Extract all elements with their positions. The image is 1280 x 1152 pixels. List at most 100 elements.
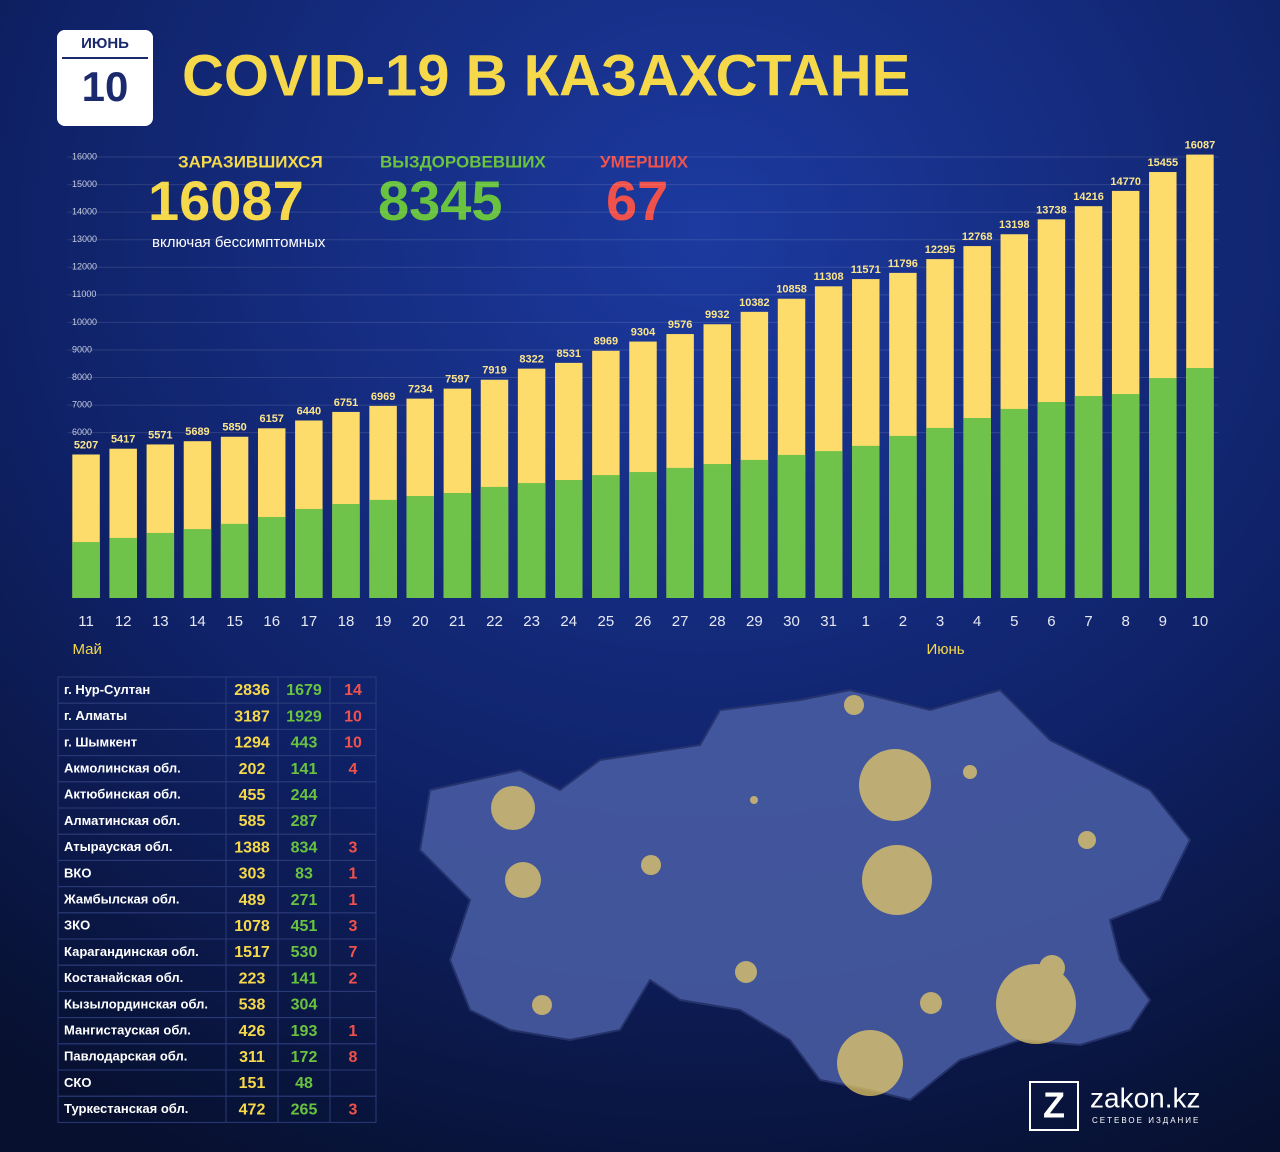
value-label: 13198 xyxy=(999,219,1030,231)
value-label: 9304 xyxy=(631,326,656,338)
region-value: 172 xyxy=(291,1049,318,1066)
bar xyxy=(480,486,509,598)
bar xyxy=(592,475,620,598)
region-value: 451 xyxy=(291,918,318,935)
region-value: 311 xyxy=(239,1049,265,1066)
value-label: 7234 xyxy=(408,384,433,396)
x-tick-label: 4 xyxy=(973,613,981,630)
region-value: 141 xyxy=(291,970,318,987)
recovered-label: ВЫЗДОРОВЕВШИХ xyxy=(380,152,546,171)
x-tick-label: 28 xyxy=(709,613,726,630)
x-tick-label: 31 xyxy=(820,613,837,630)
region-name: Туркестанская обл. xyxy=(64,1101,188,1116)
region-value: 151 xyxy=(239,1075,266,1092)
x-tick-label: 2 xyxy=(899,613,907,630)
region-name: Костанайская обл. xyxy=(64,970,183,985)
region-name: Карагандинская обл. xyxy=(64,944,199,959)
value-label: 5689 xyxy=(185,426,209,438)
value-label: 5850 xyxy=(222,422,246,434)
logo-tagline: СЕТЕВОЕ ИЗДАНИЕ xyxy=(1092,1116,1200,1125)
logo-letter: Z xyxy=(1043,1085,1065,1126)
region-name: СКО xyxy=(64,1075,91,1090)
bar xyxy=(443,492,472,598)
bar xyxy=(1000,408,1029,598)
x-tick-label: 5 xyxy=(1010,613,1018,630)
x-tick-label: 12 xyxy=(115,613,132,630)
value-label: 13738 xyxy=(1036,204,1067,216)
value-label: 16087 xyxy=(1185,140,1216,152)
bar xyxy=(257,516,286,598)
bar xyxy=(703,464,731,598)
region-name: Мангистауская обл. xyxy=(64,1023,191,1038)
table-cell xyxy=(329,1095,377,1123)
value-label: 5207 xyxy=(74,439,98,451)
x-tick-label: 22 xyxy=(486,613,503,630)
bar xyxy=(1149,378,1177,598)
y-tick-label: 7000 xyxy=(72,399,92,409)
bar xyxy=(295,508,323,598)
bar xyxy=(146,532,175,598)
recovered-total: 8345 xyxy=(378,169,503,232)
value-label: 10858 xyxy=(776,284,807,296)
value-label: 6969 xyxy=(371,391,395,403)
x-tick-label: 10 xyxy=(1192,613,1209,630)
x-tick-label: 26 xyxy=(635,613,652,630)
region-value: 83 xyxy=(295,866,313,883)
x-tick-label: 24 xyxy=(560,613,577,630)
region-value: 3 xyxy=(349,918,358,935)
x-tick-label: 29 xyxy=(746,613,763,630)
region-table: г. Нур-Султан 2836 1679 14г. Алматы 3187 1929… xyxy=(57,676,377,1123)
value-label: 15455 xyxy=(1148,157,1179,169)
region-value: 7 xyxy=(349,944,358,961)
x-tick-label: 16 xyxy=(263,613,280,630)
region-value: 489 xyxy=(239,892,266,909)
region-value: 303 xyxy=(239,866,266,883)
region-value: 271 xyxy=(291,892,318,909)
region-value: 538 xyxy=(239,997,266,1014)
title: COVID-19 В КАЗАХСТАНЕ xyxy=(182,43,910,108)
deaths-label: УМЕРШИХ xyxy=(600,152,689,171)
region-name: Жамбылская обл. xyxy=(63,892,179,907)
region-name: г. Нур-Султан xyxy=(64,682,150,697)
region-value: 1294 xyxy=(234,735,270,752)
region-value: 287 xyxy=(291,813,318,830)
x-tick-label: 23 xyxy=(523,613,540,630)
value-label: 12295 xyxy=(925,244,956,256)
x-tick-label: 20 xyxy=(412,613,429,630)
infected-total: 16087 xyxy=(148,169,304,232)
region-value: 426 xyxy=(239,1023,266,1040)
region-value: 265 xyxy=(291,1101,318,1118)
region-name: Акмолинская обл. xyxy=(64,761,181,776)
x-tick-label: 19 xyxy=(375,613,392,630)
bar xyxy=(406,496,434,598)
y-tick-label: 6000 xyxy=(72,427,92,437)
region-value: 48 xyxy=(295,1075,313,1092)
y-tick-label: 8000 xyxy=(72,372,92,382)
region-name: Атырауская обл. xyxy=(64,839,172,854)
region-value: 10 xyxy=(344,735,362,752)
y-tick-label: 9000 xyxy=(72,344,92,354)
value-label: 5417 xyxy=(111,434,135,446)
y-tick-label: 16000 xyxy=(72,151,97,161)
region-value: 8 xyxy=(349,1049,358,1066)
bar xyxy=(220,523,249,598)
month-label: Июнь xyxy=(926,641,964,658)
x-tick-label: 8 xyxy=(1122,613,1130,630)
value-label: 11571 xyxy=(851,264,881,276)
value-label: 7597 xyxy=(445,374,469,386)
x-tick-label: 14 xyxy=(189,613,206,630)
x-tick-label: 7 xyxy=(1084,613,1092,630)
x-tick-label: 6 xyxy=(1047,613,1055,630)
value-label: 5571 xyxy=(148,429,172,441)
x-tick-label: 30 xyxy=(783,613,800,630)
bar xyxy=(740,459,769,598)
region-value: 3 xyxy=(349,839,358,856)
region-value: 530 xyxy=(291,944,318,961)
region-value: 2 xyxy=(349,970,358,987)
map-circles xyxy=(491,695,1096,1096)
bar xyxy=(369,499,397,598)
value-label: 14770 xyxy=(1110,176,1141,188)
y-tick-label: 12000 xyxy=(72,262,97,272)
region-value: 1 xyxy=(349,1023,358,1040)
